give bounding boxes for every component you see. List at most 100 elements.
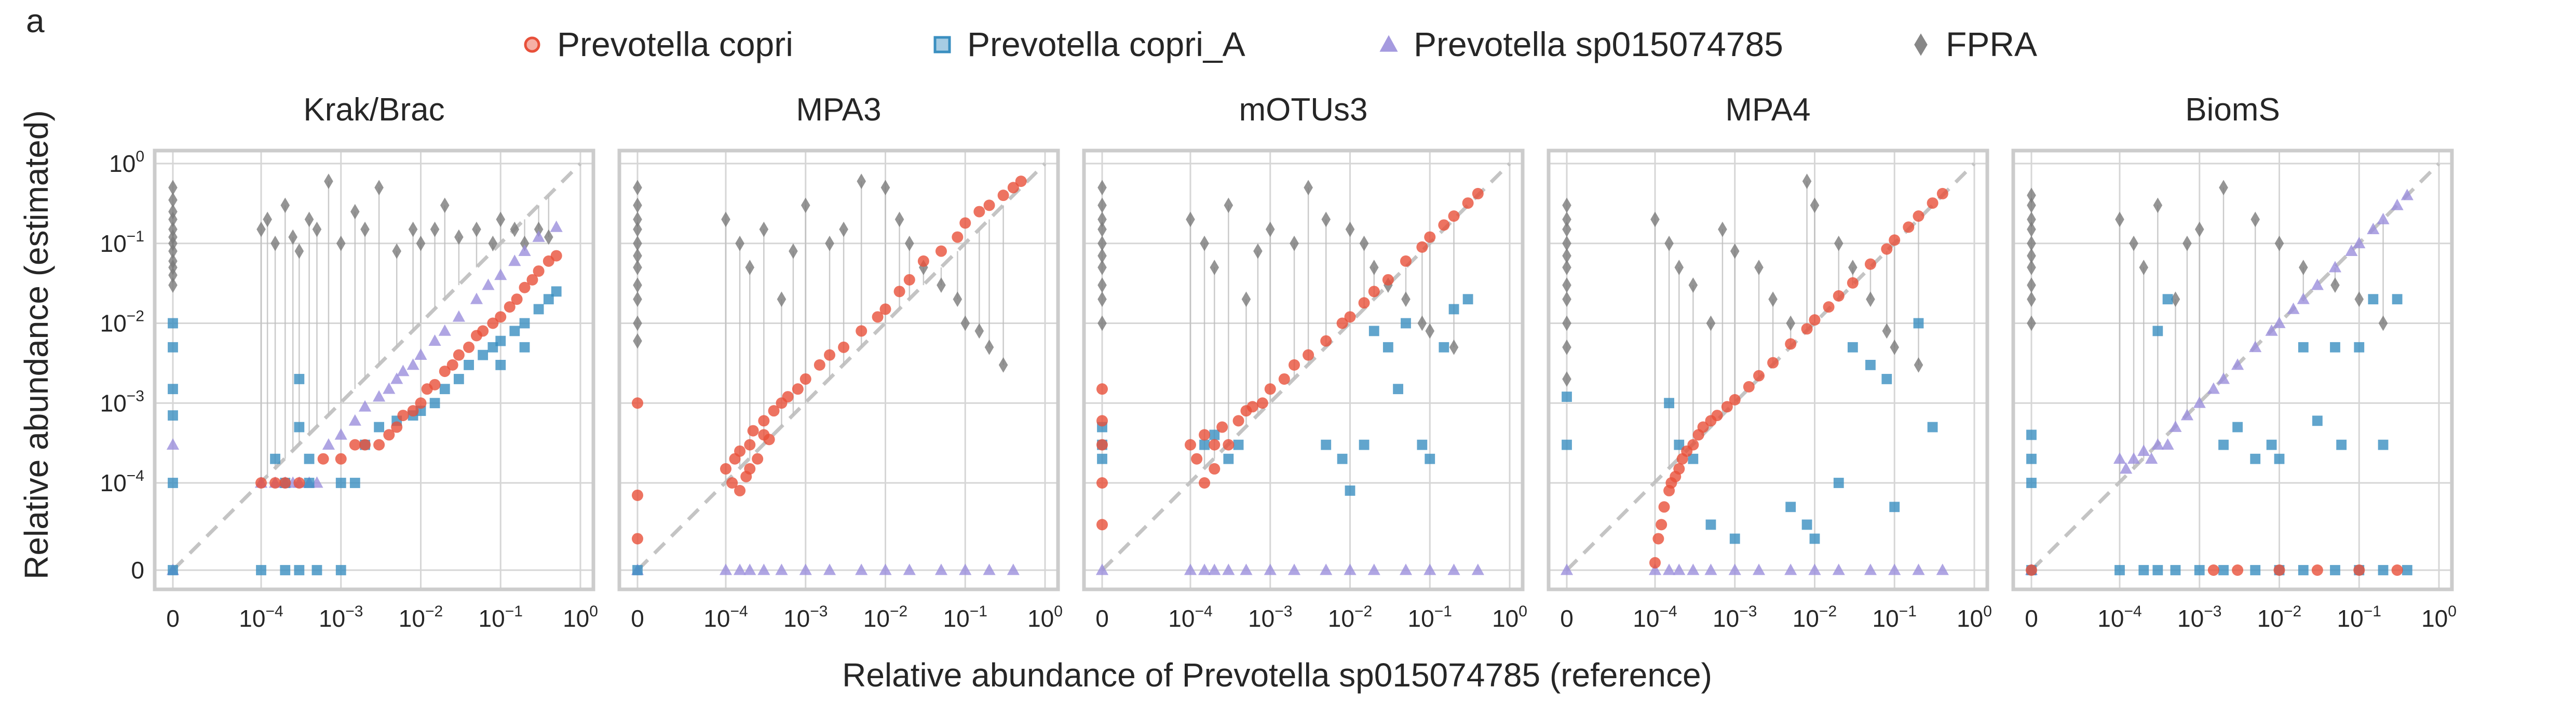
point-prevotella-copri-a (1785, 502, 1796, 513)
point-prevotella-sp015074785 (2217, 372, 2230, 384)
tick-label: 0 (631, 605, 644, 632)
point-fpra (288, 229, 297, 245)
tick-label: 0 (1095, 605, 1109, 632)
point-fpra (440, 197, 450, 213)
point-prevotella-sp015074785 (1007, 563, 1020, 575)
point-fpra (735, 235, 744, 251)
point-prevotella-copri (373, 439, 385, 451)
point-fpra (1562, 221, 1571, 237)
point-prevotella-sp015074785 (518, 244, 531, 256)
point-prevotella-sp015074785 (1687, 563, 1700, 575)
point-prevotella-sp015074785 (1808, 563, 1821, 575)
point-prevotella-copri (1096, 415, 1108, 427)
point-prevotella-sp015074785 (719, 563, 733, 575)
panels: Krak/Brac 0 10−4 10−3 10−2 10−1 100 0 10−4 10−3 10… (100, 92, 2457, 632)
point-prevotella-copri-a (551, 286, 562, 297)
point-prevotella-copri (768, 405, 780, 417)
point-prevotella-copri (2273, 564, 2285, 576)
point-fpra (2027, 277, 2036, 293)
point-prevotella-copri-a (1382, 342, 1393, 353)
point-prevotella-sp015074785 (855, 563, 868, 575)
point-prevotella-sp015074785 (438, 324, 451, 336)
point-prevotella-copri-a (1417, 439, 1428, 450)
point-prevotella-copri (903, 274, 915, 286)
point-prevotella-copri (1358, 297, 1370, 309)
point-prevotella-copri (1472, 187, 1484, 199)
point-prevotella-copri-a (270, 453, 280, 464)
tick-label: 10−2 (1328, 603, 1372, 632)
point-prevotella-copri-a (1337, 453, 1348, 464)
point-fpra (1369, 260, 1379, 275)
point-prevotella-copri-a (304, 478, 315, 488)
point-prevotella-copri (269, 477, 281, 489)
point-prevotella-sp015074785 (482, 278, 495, 290)
point-prevotella-copri-a (2330, 565, 2340, 575)
point-fpra (2027, 260, 2036, 275)
point-prevotella-copri (997, 190, 1009, 201)
point-prevotella-sp015074785 (879, 563, 892, 575)
point-prevotella-copri (279, 477, 291, 489)
point-fpra (1304, 180, 1313, 196)
point-fpra (1224, 197, 1233, 213)
point-prevotella-copri (359, 439, 371, 451)
tick-label: 10−1 (943, 603, 987, 632)
point-fpra (2354, 291, 2364, 307)
point-prevotella-sp015074785 (1888, 563, 1901, 575)
point-prevotella-copri (2311, 564, 2323, 576)
panel: MPA3 0 10−4 10−3 10−2 10−1 100 (617, 92, 1063, 632)
tick-label: 10−1 (1408, 603, 1452, 632)
point-prevotella-sp015074785 (2265, 324, 2278, 336)
point-prevotella-copri (2207, 564, 2219, 576)
tick-label: 0 (1560, 605, 1574, 632)
point-prevotella-copri-a (1562, 392, 1572, 402)
point-fpra (633, 211, 642, 227)
point-fpra (2219, 180, 2228, 196)
point-prevotella-copri-a (2114, 565, 2125, 575)
point-prevotella-copri (1289, 359, 1300, 371)
point-prevotella-copri-a (2194, 565, 2205, 575)
point-prevotella-sp015074785 (1704, 563, 1717, 575)
point-prevotella-copri (814, 359, 825, 371)
point-prevotella-copri (973, 206, 985, 218)
point-fpra (984, 339, 994, 355)
point-prevotella-copri (1936, 187, 1948, 199)
point-prevotella-sp015074785 (2297, 292, 2310, 304)
point-prevotella-copri-a (2250, 565, 2261, 575)
point-fpra (1210, 260, 1219, 275)
point-prevotella-copri (838, 341, 850, 353)
point-prevotella-copri (983, 199, 995, 211)
tick-label: 10−2 (399, 603, 443, 632)
point-prevotella-copri (1246, 401, 1258, 413)
point-fpra (2171, 291, 2180, 307)
point-fpra (168, 180, 178, 196)
tick-label: 10−3 (1713, 603, 1757, 632)
point-prevotella-copri (1847, 277, 1859, 289)
legend-item: Prevotella copri (524, 25, 793, 63)
point-fpra (974, 323, 984, 339)
point-prevotella-sp015074785 (508, 254, 521, 266)
point-prevotella-sp015074785 (733, 563, 747, 575)
point-prevotella-copri (1801, 323, 1813, 335)
point-prevotella-copri-a (168, 478, 178, 488)
point-prevotella-sp015074785 (1184, 563, 1197, 575)
panel-title: BiomS (2185, 92, 2280, 128)
point-prevotella-copri (1448, 210, 1460, 222)
point-prevotella-copri (758, 415, 770, 427)
point-fpra (1097, 248, 1107, 264)
point-prevotella-copri-a (495, 335, 506, 346)
point-prevotella-sp015074785 (959, 563, 972, 575)
point-prevotella-sp015074785 (2377, 212, 2390, 224)
point-prevotella-copri-a (2298, 565, 2309, 575)
point-prevotella-copri (752, 453, 764, 465)
point-fpra (2027, 248, 2036, 264)
point-fpra (1768, 291, 1778, 307)
point-fpra (2274, 235, 2284, 251)
point-prevotella-copri-a (1833, 478, 1844, 488)
point-prevotella-copri (1096, 383, 1108, 395)
point-prevotella-sp015074785 (823, 563, 836, 575)
point-fpra (534, 221, 544, 237)
point-prevotella-copri (1823, 301, 1835, 313)
point-prevotella-copri-a (2274, 453, 2285, 464)
point-fpra (633, 221, 642, 237)
point-fpra (839, 221, 848, 237)
